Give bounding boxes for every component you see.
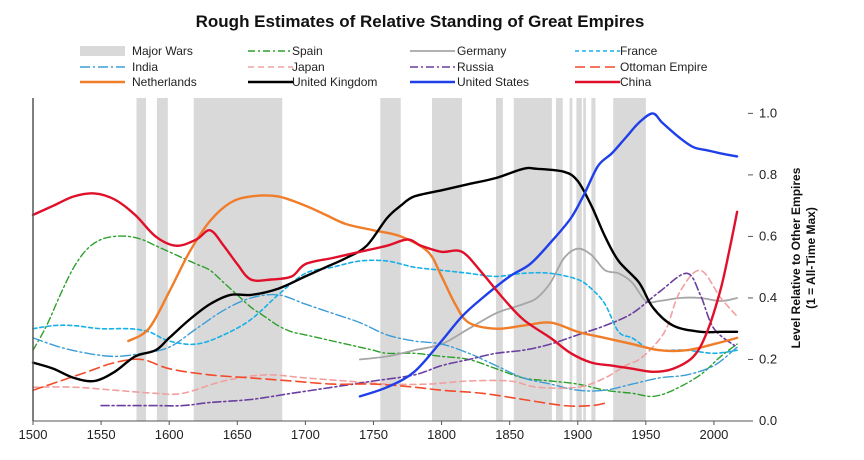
legend-item-france: France — [575, 44, 658, 58]
legend-label: Netherlands — [132, 75, 197, 89]
legend-label: India — [132, 60, 158, 74]
legend-label: Russia — [457, 60, 494, 74]
x-tick-label: 1650 — [223, 427, 252, 442]
legend-item-spain: Spain — [248, 44, 323, 58]
x-tick-label: 1850 — [495, 427, 524, 442]
x-tick-label: 1500 — [19, 427, 48, 442]
chart-title: Rough Estimates of Relative Standing of … — [196, 12, 645, 31]
series-line-united-states — [358, 112, 739, 398]
war-band-6 — [513, 98, 552, 421]
war-band-10 — [583, 98, 586, 421]
legend-label: Spain — [292, 44, 323, 58]
legend-label: France — [620, 44, 658, 58]
war-band-2 — [193, 98, 283, 421]
war-band-4 — [432, 98, 462, 421]
legend-item-india: India — [80, 60, 158, 74]
legend-item-ottoman: Ottoman Empire — [575, 60, 708, 74]
series-line-india — [32, 293, 738, 392]
legend-swatch-major-wars — [80, 46, 125, 56]
war-band-9 — [576, 98, 582, 421]
major-wars-bands — [136, 98, 646, 421]
y-tick-label: 1.0 — [759, 105, 777, 120]
war-band-8 — [569, 98, 573, 421]
legend-item-us: United States — [410, 75, 529, 89]
x-tick-label: 1700 — [291, 427, 320, 442]
legend-item-major-wars: Major Wars — [80, 44, 193, 58]
legend-item-japan: Japan — [248, 60, 325, 74]
series-line-netherlands — [127, 194, 739, 353]
series-line-russia — [100, 272, 738, 407]
x-tick-label: 1750 — [359, 427, 388, 442]
y-axis-label-line1: Level Relative to Other Empires — [789, 167, 803, 348]
legend-item-china: China — [575, 75, 652, 89]
x-tick-label: 2000 — [699, 427, 728, 442]
y-axis-ticks: 0.0 0.2 0.4 0.6 0.8 1.0 — [748, 105, 777, 428]
y-tick-label: 0.0 — [759, 413, 777, 428]
legend-label: Major Wars — [132, 44, 193, 58]
x-axis-ticks: 1500 1550 1600 1650 1700 1750 1800 1850 1900 1950… — [19, 421, 728, 442]
y-tick-label: 0.6 — [759, 228, 777, 243]
series-lines — [31, 112, 739, 407]
legend-label: United States — [457, 75, 529, 89]
legend-label: United Kingdom — [292, 75, 377, 89]
series-line-france — [32, 259, 738, 355]
war-band-5 — [496, 98, 503, 421]
war-band-11 — [591, 98, 596, 421]
legend-item-russia: Russia — [410, 60, 494, 74]
series-line-united-kingdom — [31, 166, 739, 383]
x-tick-label: 1900 — [563, 427, 592, 442]
legend-label: Ottoman Empire — [620, 60, 708, 74]
war-band-7 — [555, 98, 563, 421]
legend-item-uk: United Kingdom — [248, 75, 377, 89]
y-axis-label: Level Relative to Other Empires (1 = All… — [789, 167, 818, 348]
x-tick-label: 1950 — [631, 427, 660, 442]
y-tick-label: 0.8 — [759, 167, 777, 182]
series-line-japan — [32, 269, 738, 396]
legend-item-germany: Germany — [410, 44, 506, 58]
legend-item-netherlands: Netherlands — [80, 75, 197, 89]
y-tick-label: 0.2 — [759, 351, 777, 366]
x-tick-label: 1800 — [427, 427, 456, 442]
x-tick-label: 1600 — [155, 427, 184, 442]
y-tick-label: 0.4 — [759, 290, 777, 305]
legend-label: Japan — [292, 60, 325, 74]
war-band-3 — [380, 98, 401, 421]
legend-label: Germany — [457, 44, 506, 58]
series-line-ottoman-empire — [32, 358, 609, 407]
war-band-0 — [136, 98, 147, 421]
legend-label: China — [620, 75, 652, 89]
x-tick-label: 1550 — [87, 427, 116, 442]
y-axis-label-line2: (1 = All-Time Max) — [804, 207, 818, 309]
legend: Major Wars Spain Germany France India Japan Ru… — [80, 44, 708, 89]
war-band-1 — [156, 98, 168, 421]
series-line-china — [31, 192, 739, 373]
series-line-germany — [359, 247, 738, 361]
